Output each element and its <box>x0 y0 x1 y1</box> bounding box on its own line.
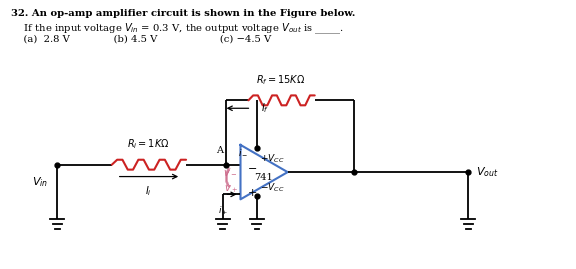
Text: 32. An op-amp amplifier circuit is shown in the Figure below.: 32. An op-amp amplifier circuit is shown… <box>11 9 355 18</box>
Text: $-$: $-$ <box>248 162 257 172</box>
Text: If the input voltage $V_{in}$ = 0.3 V, the output voltage $V_{out}$ is _____.: If the input voltage $V_{in}$ = 0.3 V, t… <box>11 21 344 36</box>
Text: $+$: $+$ <box>248 187 257 198</box>
Text: $V_{in}$: $V_{in}$ <box>32 176 48 189</box>
Text: $-V_{CC}$: $-V_{CC}$ <box>260 181 285 194</box>
Text: $+V_{CC}$: $+V_{CC}$ <box>260 153 285 165</box>
Text: $V_{out}$: $V_{out}$ <box>476 165 499 179</box>
Text: $R_i =1K\Omega$: $R_i =1K\Omega$ <box>127 137 170 151</box>
Text: $I_i$: $I_i$ <box>145 185 152 198</box>
Text: $i_-$: $i_-$ <box>237 147 248 157</box>
Text: (a)  2.8 V              (b) 4.5 V                    (c) −4.5 V: (a) 2.8 V (b) 4.5 V (c) −4.5 V <box>11 34 271 43</box>
Text: $R_f =15K\Omega$: $R_f =15K\Omega$ <box>256 73 306 87</box>
Text: $i_+$: $i_+$ <box>218 204 228 217</box>
Text: $I_f$: $I_f$ <box>262 101 270 115</box>
Text: A: A <box>216 146 223 155</box>
Text: 741: 741 <box>254 172 272 182</box>
Text: $v_-$: $v_-$ <box>223 168 237 177</box>
Text: $v_+$: $v_+$ <box>223 183 237 195</box>
